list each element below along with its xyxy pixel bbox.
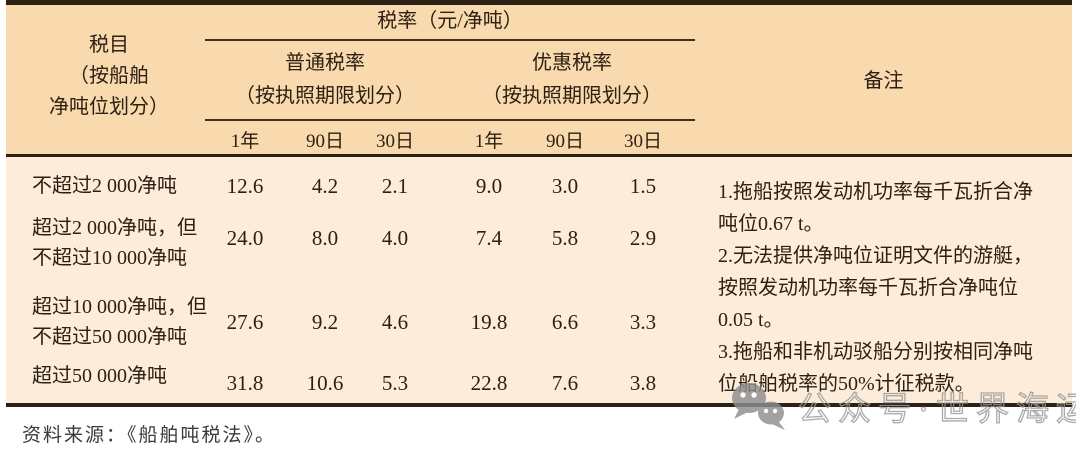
rate-cell: 4.2 — [311, 174, 339, 198]
rate-cell: 7.6 — [551, 371, 579, 395]
watermark: 公众号·世界海运 — [726, 376, 1080, 442]
rate-cell: 6.6 — [551, 310, 579, 334]
source-note: 资料来源：《船舶吨税法》。 — [22, 425, 277, 446]
header-period-normal-30day: 30日 — [375, 131, 414, 152]
rate-cell: 8.0 — [311, 226, 339, 250]
rate-cell: 12.6 — [226, 174, 264, 198]
table-body-band — [6, 156, 1072, 403]
header-period-normal-90day: 90日 — [305, 131, 344, 152]
rate-cell: 10.6 — [306, 371, 344, 395]
rate-group-underline — [205, 119, 695, 121]
table-header-band — [6, 5, 1072, 156]
rate-title-underline — [205, 39, 695, 41]
rate-cell: 4.6 — [381, 310, 409, 334]
header-period-pref-30day: 30日 — [623, 131, 662, 152]
remark-item: 3.拖船和非机动驳船分别按相同净吨 位船舶税率的50%计征税款。 — [718, 341, 1033, 395]
row-label: 不超过2 000净吨 — [32, 175, 177, 197]
remark-item: 1.拖船按照发动机功率每千瓦折合净 吨位0.67 t。 — [718, 181, 1033, 235]
header-period-normal-1year: 1年 — [230, 131, 260, 152]
rate-cell: 2.9 — [629, 226, 657, 250]
wechat-icon — [732, 383, 785, 430]
rate-cell: 9.0 — [475, 174, 503, 198]
header-period-pref-1year: 1年 — [474, 131, 504, 152]
rate-cell: 9.2 — [311, 310, 339, 334]
rate-cell: 1.5 — [629, 174, 657, 198]
rate-cell: 22.8 — [470, 371, 508, 395]
rate-cell: 24.0 — [226, 226, 264, 250]
rate-cell: 5.3 — [381, 371, 409, 395]
header-preferential-rate-group: 优惠税率 （按执照期限划分） — [482, 52, 662, 107]
rate-cell: 27.6 — [226, 310, 264, 334]
remark-item: 2.无法提供净吨位证明文件的游艇， 按照发动机功率每千瓦折合净吨位 0.05 t… — [718, 245, 1033, 331]
rate-cell: 2.1 — [381, 174, 409, 198]
rate-cell: 3.3 — [629, 310, 657, 334]
tonnage-tax-table: 税目 （按船舶 净吨位划分） 税率（元/净吨） 普通税率 （按执照期限划分） 优… — [6, 0, 1072, 407]
header-normal-rate-group: 普通税率 （按执照期限划分） — [235, 52, 415, 107]
rate-cell: 19.8 — [470, 310, 508, 334]
rate-cell: 7.4 — [475, 226, 503, 250]
rate-cell: 4.0 — [381, 226, 409, 250]
rate-cell: 31.8 — [226, 371, 264, 395]
rate-cell: 3.0 — [551, 174, 579, 198]
table-bottom-border — [6, 403, 1072, 407]
row-label: 超过50 000净吨 — [32, 365, 167, 387]
rate-cell: 3.8 — [629, 371, 657, 395]
header-rate-unit: 税率（元/净吨） — [377, 10, 523, 32]
header-tax-item: 税目 （按船舶 净吨位划分） — [49, 34, 169, 118]
table-header-separator — [6, 154, 1072, 157]
watermark-text: 公众号·世界海运 — [798, 391, 1076, 428]
header-remarks: 备注 — [863, 70, 904, 92]
row-label: 超过2 000净吨，但 不超过10 000净吨 — [32, 217, 197, 269]
rate-cell: 5.8 — [551, 226, 579, 250]
row-label: 超过10 000净吨，但 不超过50 000净吨 — [32, 296, 207, 348]
table-top-border — [6, 0, 1072, 5]
remarks-list: 1.拖船按照发动机功率每千瓦折合净 吨位0.67 t。 2.无法提供净吨位证明文… — [718, 176, 1070, 400]
header-period-pref-90day: 90日 — [545, 131, 584, 152]
